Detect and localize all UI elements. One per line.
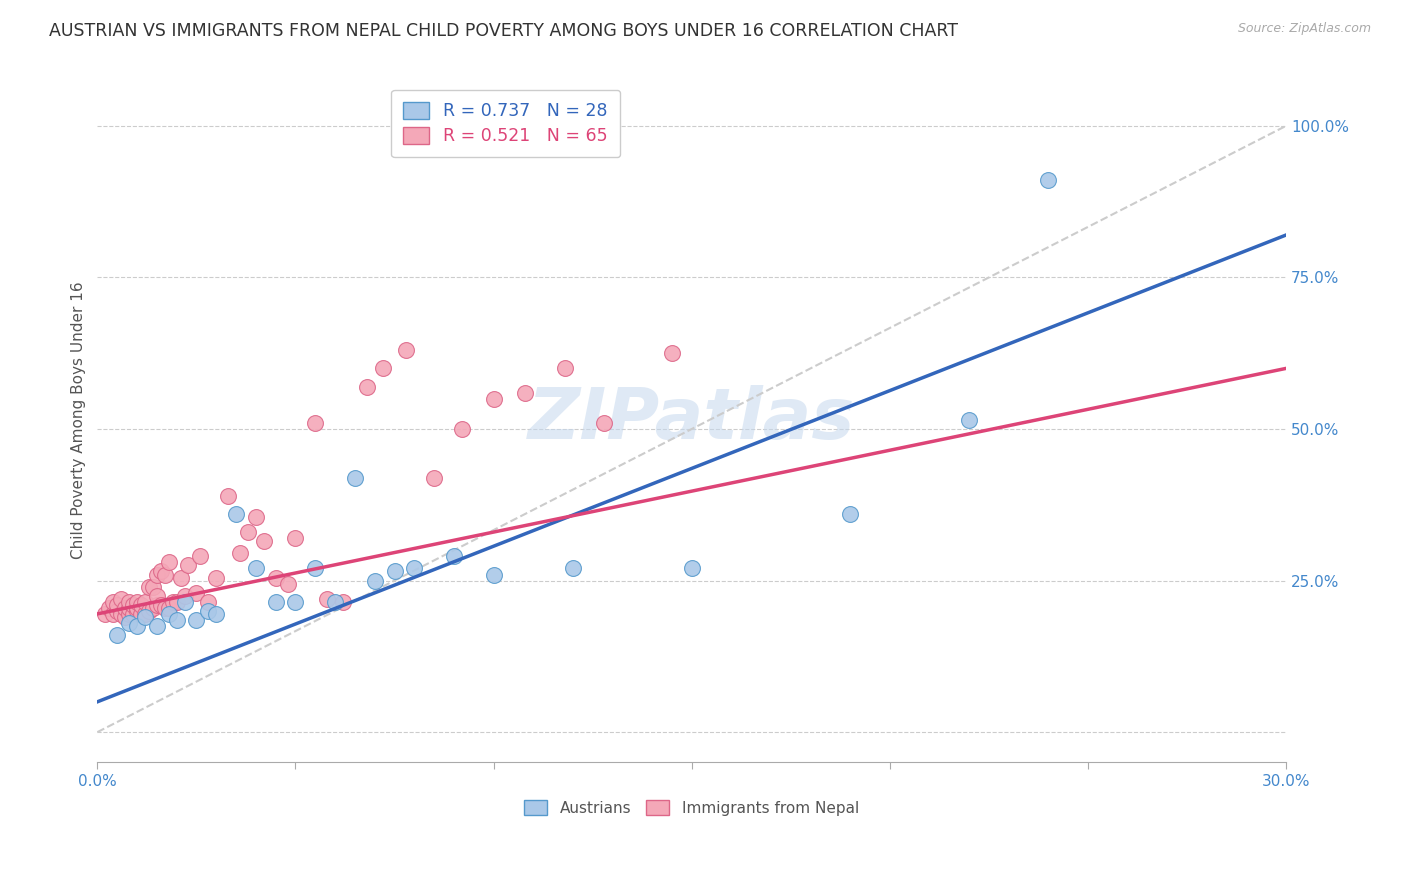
Point (316, 591, 339, 606)
Point (166, 595, 188, 609)
Point (681, 561, 703, 575)
Point (169, 570, 191, 584)
Point (186, 585, 208, 599)
Point (205, 570, 228, 584)
Point (153, 567, 176, 582)
Point (110, 607, 132, 621)
Point (146, 567, 169, 582)
Point (304, 561, 326, 575)
Point (142, 600, 165, 615)
Point (122, 598, 145, 612)
Point (371, 361, 394, 376)
Point (138, 580, 160, 594)
Point (186, 613, 208, 627)
Point (264, 595, 287, 609)
Y-axis label: Child Poverty Among Boys Under 16: Child Poverty Among Boys Under 16 (72, 281, 86, 558)
Point (253, 534, 276, 549)
Point (173, 589, 195, 603)
Point (404, 561, 426, 575)
Point (118, 600, 141, 615)
Point (284, 531, 307, 545)
Text: ZIPatlas: ZIPatlas (529, 385, 855, 454)
Point (118, 615, 141, 630)
Point (157, 555, 180, 569)
Point (839, 507, 862, 521)
Point (125, 619, 148, 633)
Point (149, 565, 172, 579)
Legend: Austrians, Immigrants from Nepal: Austrians, Immigrants from Nepal (517, 792, 866, 823)
Point (395, 343, 418, 358)
Point (162, 595, 184, 609)
Point (118, 607, 141, 621)
Point (236, 525, 259, 540)
Point (146, 619, 169, 633)
Point (225, 507, 247, 521)
Point (205, 607, 228, 621)
Point (304, 416, 326, 430)
Point (118, 595, 141, 609)
Point (114, 600, 136, 615)
Point (450, 422, 472, 436)
Point (217, 489, 239, 503)
Point (157, 607, 180, 621)
Point (94, 607, 117, 621)
Point (554, 361, 576, 376)
Point (177, 558, 200, 573)
Point (125, 604, 148, 618)
Point (384, 565, 406, 579)
Point (146, 589, 169, 603)
Point (122, 607, 145, 621)
Point (264, 570, 287, 584)
Point (166, 613, 188, 627)
Point (661, 346, 683, 360)
Point (125, 595, 148, 609)
Point (482, 392, 505, 406)
Point (105, 628, 128, 642)
Point (134, 610, 156, 624)
Point (561, 561, 583, 575)
Point (284, 595, 307, 609)
Point (332, 595, 354, 609)
Point (197, 604, 219, 618)
Point (157, 600, 180, 615)
Point (129, 598, 152, 612)
Point (125, 600, 148, 615)
Point (443, 549, 465, 564)
Point (173, 595, 195, 609)
Point (423, 470, 446, 484)
Point (103, 607, 125, 621)
Point (245, 561, 267, 575)
Point (134, 595, 156, 609)
Point (363, 574, 385, 588)
Point (146, 598, 169, 612)
Point (593, 416, 616, 430)
Point (482, 567, 505, 582)
Point (245, 510, 267, 524)
Point (98, 600, 121, 615)
Point (142, 580, 165, 594)
Point (138, 604, 160, 618)
Point (153, 600, 176, 615)
Point (105, 598, 128, 612)
Point (114, 610, 136, 624)
Point (277, 576, 299, 591)
Point (129, 607, 152, 621)
Text: Source: ZipAtlas.com: Source: ZipAtlas.com (1237, 22, 1371, 36)
Point (197, 595, 219, 609)
Point (343, 470, 366, 484)
Point (149, 598, 172, 612)
Point (134, 607, 156, 621)
Point (323, 595, 346, 609)
Point (356, 379, 378, 393)
Point (229, 546, 252, 560)
Point (190, 549, 212, 564)
Point (105, 604, 128, 618)
Point (110, 591, 132, 606)
Point (957, 413, 980, 427)
Point (1038, 173, 1060, 187)
Text: AUSTRIAN VS IMMIGRANTS FROM NEPAL CHILD POVERTY AMONG BOYS UNDER 16 CORRELATION : AUSTRIAN VS IMMIGRANTS FROM NEPAL CHILD … (49, 22, 959, 40)
Point (515, 385, 537, 400)
Point (103, 595, 125, 609)
